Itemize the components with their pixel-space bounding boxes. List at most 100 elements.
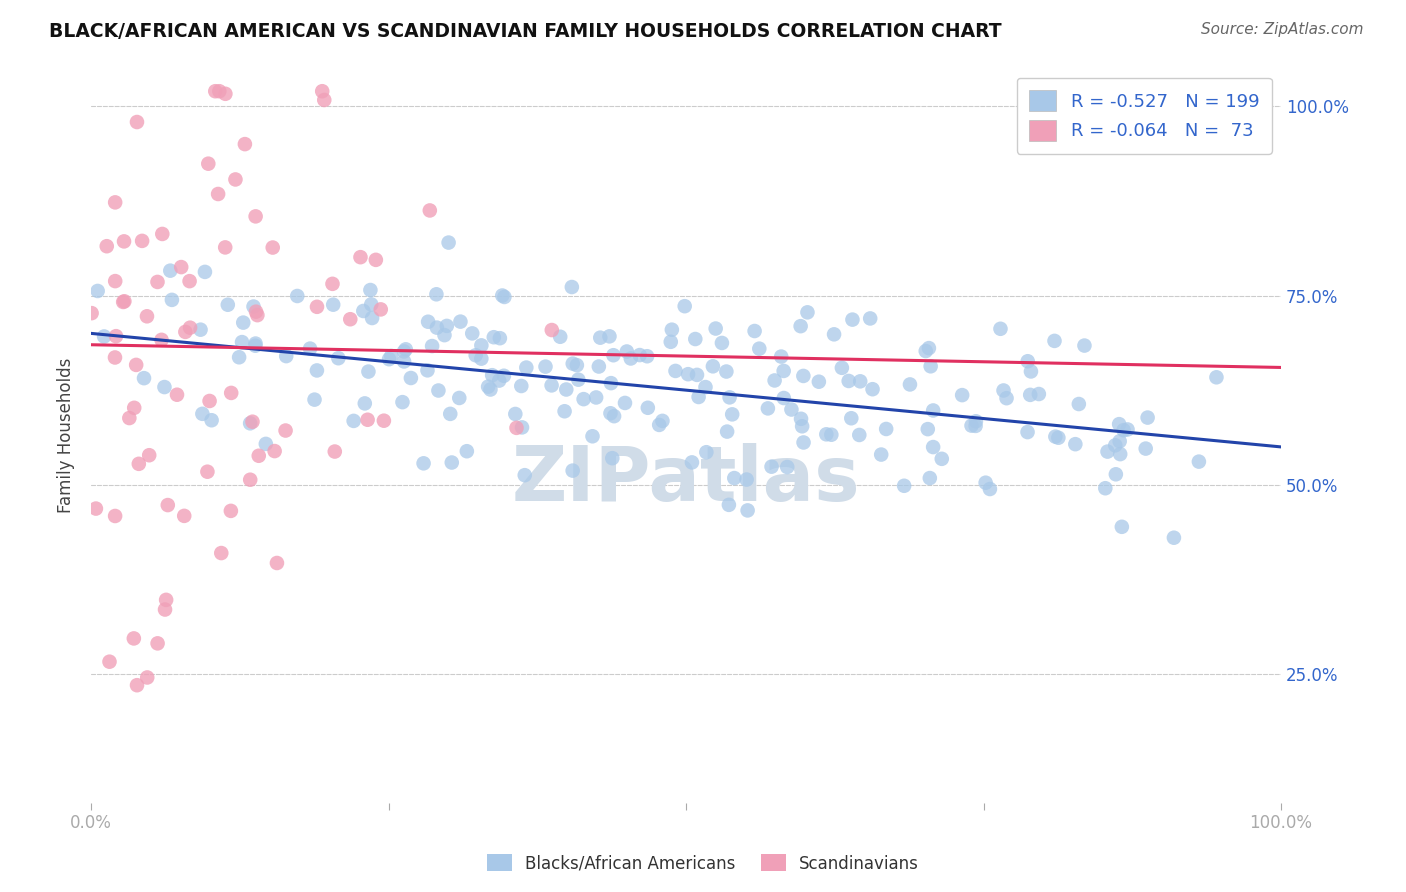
Point [416, 315, 439, 329]
Text: ZIPatlas: ZIPatlas [512, 442, 860, 516]
Point [965, 414, 987, 428]
Point [155, 592, 177, 607]
Point [875, 422, 897, 436]
Point [274, 424, 297, 438]
Point [112, 295, 135, 310]
Point [209, 546, 232, 560]
Point [436, 318, 458, 333]
Point [831, 360, 853, 375]
Point [86, 284, 108, 298]
Point [659, 334, 682, 349]
Point [1067, 397, 1090, 411]
Point [664, 364, 686, 378]
Point [84, 501, 107, 516]
Point [247, 449, 270, 463]
Point [276, 349, 298, 363]
Point [1188, 455, 1211, 469]
Point [364, 252, 387, 267]
Point [150, 227, 173, 241]
Point [637, 401, 659, 415]
Point [125, 678, 148, 692]
Point [965, 418, 987, 433]
Point [464, 348, 486, 362]
Point [510, 379, 533, 393]
Point [118, 411, 141, 425]
Point [1028, 387, 1050, 401]
Point [681, 455, 703, 469]
Point [179, 274, 201, 288]
Point [555, 383, 578, 397]
Text: BLACK/AFRICAN AMERICAN VS SCANDINAVIAN FAMILY HOUSEHOLDS CORRELATION CHART: BLACK/AFRICAN AMERICAN VS SCANDINAVIAN F… [49, 22, 1002, 41]
Point [285, 289, 308, 303]
Point [349, 250, 371, 264]
Point [322, 298, 344, 312]
Point [1108, 434, 1130, 449]
Point [311, 84, 333, 98]
Point [245, 339, 267, 353]
Point [780, 402, 803, 417]
Point [995, 391, 1018, 405]
Point [104, 351, 127, 365]
Point [960, 418, 983, 433]
Point [1112, 423, 1135, 437]
Point [1064, 437, 1087, 451]
Point [1094, 481, 1116, 495]
Point [440, 456, 463, 470]
Point [159, 263, 181, 277]
Point [600, 376, 623, 391]
Point [98, 655, 121, 669]
Point [190, 323, 212, 337]
Point [321, 277, 343, 291]
Point [893, 479, 915, 493]
Point [695, 445, 717, 459]
Point [232, 316, 254, 330]
Point [793, 435, 815, 450]
Point [242, 300, 264, 314]
Point [561, 464, 583, 478]
Point [105, 329, 128, 343]
Point [763, 374, 786, 388]
Point [170, 260, 193, 274]
Point [548, 330, 571, 344]
Point [426, 320, 449, 334]
Point [395, 343, 418, 357]
Point [1105, 467, 1128, 482]
Point [93, 329, 115, 343]
Point [219, 504, 242, 518]
Point [224, 172, 246, 186]
Point [636, 349, 658, 363]
Point [112, 235, 135, 249]
Point [661, 323, 683, 337]
Point [744, 324, 766, 338]
Point [1043, 334, 1066, 348]
Point [1097, 444, 1119, 458]
Point [848, 428, 870, 442]
Point [208, 84, 231, 98]
Legend: R = -0.527   N = 199, R = -0.064   N =  73: R = -0.527 N = 199, R = -0.064 N = 73 [1017, 78, 1272, 153]
Point [588, 359, 610, 374]
Point [540, 378, 562, 392]
Point [950, 388, 973, 402]
Point [515, 360, 537, 375]
Point [1111, 520, 1133, 534]
Point [360, 297, 382, 311]
Point [304, 392, 326, 407]
Point [138, 448, 160, 462]
Point [717, 498, 740, 512]
Point [433, 328, 456, 343]
Point [603, 409, 626, 424]
Point [1104, 438, 1126, 452]
Point [201, 413, 224, 427]
Point [245, 304, 267, 318]
Point [352, 304, 374, 318]
Point [470, 351, 492, 366]
Point [136, 670, 159, 684]
Point [437, 235, 460, 250]
Point [416, 363, 439, 377]
Point [136, 310, 159, 324]
Point [479, 383, 502, 397]
Point [425, 287, 447, 301]
Point [146, 275, 169, 289]
Point [761, 459, 783, 474]
Point [589, 331, 612, 345]
